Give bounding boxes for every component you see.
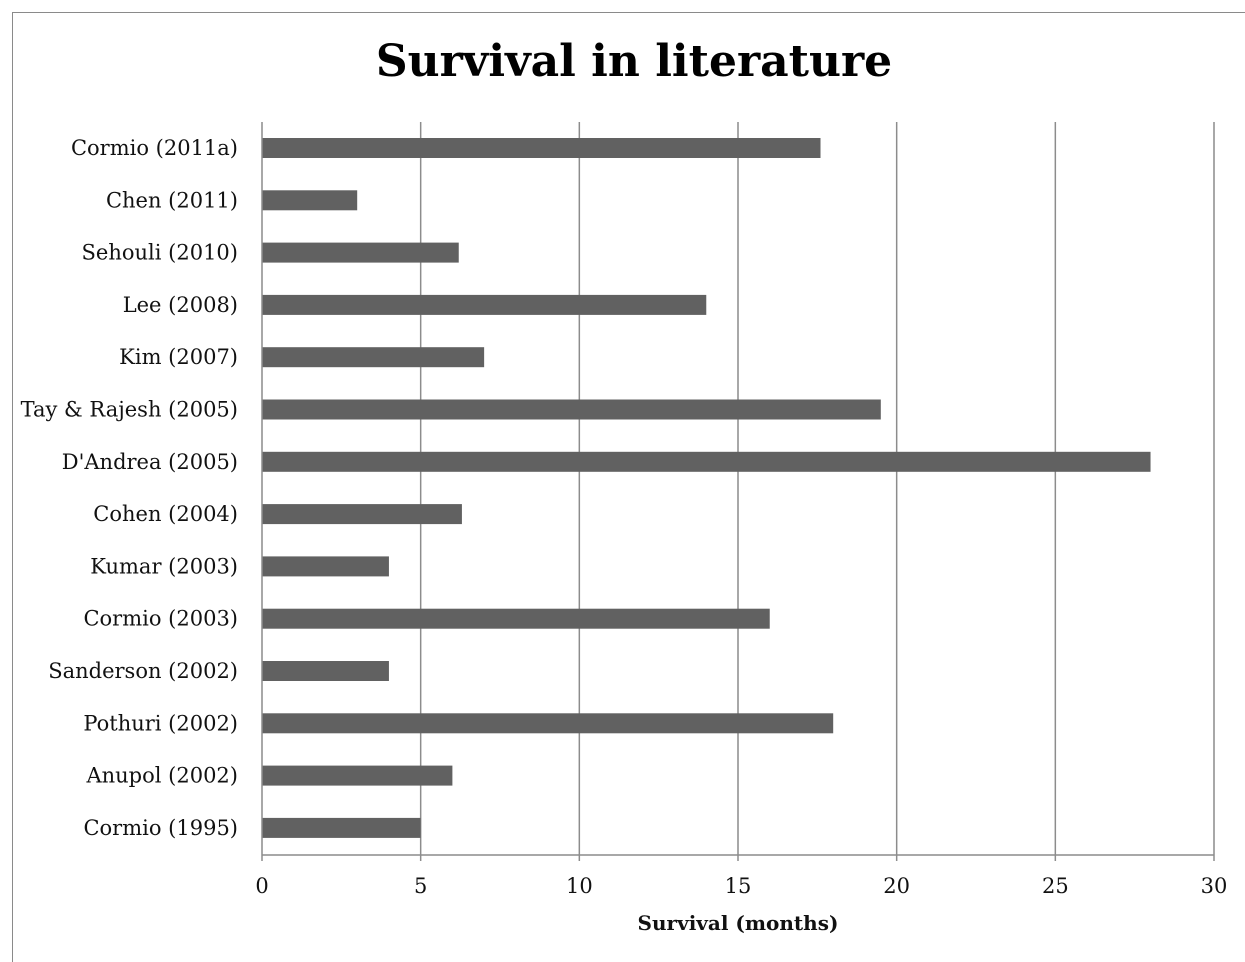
category-label: Kim (2007): [119, 345, 238, 369]
x-tick-label: 25: [1042, 874, 1069, 898]
gridlines: [419, 122, 1215, 855]
category-labels: Cormio (2011a) Chen (2011) Sehouli (2010) L…: [21, 136, 238, 840]
chart-title: Survival in literature: [376, 36, 892, 87]
category-label: Sanderson (2002): [48, 659, 238, 683]
bar: [262, 399, 881, 420]
bar: [262, 504, 462, 525]
bar: [262, 713, 834, 734]
category-label: Tay & Rajesh (2005): [21, 398, 238, 422]
bar: [262, 608, 770, 629]
x-tick-label: 5: [414, 874, 427, 898]
chart-frame: [12, 12, 1245, 962]
category-label: Cormio (1995): [83, 816, 238, 840]
bar: [262, 451, 1151, 472]
bar: [262, 765, 453, 786]
bar: [262, 294, 707, 315]
bars: [262, 138, 1151, 838]
bar: [262, 138, 821, 158]
x-tick-label: 10: [566, 874, 593, 898]
category-label: Pothuri (2002): [83, 711, 238, 735]
category-label: Chen (2011): [106, 188, 238, 212]
category-label: D'Andrea (2005): [62, 450, 238, 474]
category-label: Kumar (2003): [90, 554, 238, 578]
x-tick-labels: 0 5 10 15 20 25 30: [255, 874, 1227, 898]
bar: [262, 556, 389, 577]
x-tick-label: 0: [255, 874, 268, 898]
bar: [262, 242, 459, 263]
category-label: Cormio (2011a): [71, 136, 238, 160]
bar: [262, 661, 389, 681]
axes: [261, 122, 1215, 861]
category-label: Cohen (2004): [93, 502, 238, 526]
bar: [262, 817, 421, 838]
category-label: Lee (2008): [123, 293, 238, 317]
bar: [262, 190, 358, 211]
x-axis-title: Survival (months): [638, 911, 839, 935]
category-label: Cormio (2003): [83, 607, 238, 631]
category-label: Anupol (2002): [85, 764, 238, 788]
bar: [262, 347, 485, 368]
category-label: Sehouli (2010): [82, 241, 238, 265]
x-tick-label: 30: [1201, 874, 1228, 898]
x-tick-label: 15: [725, 874, 752, 898]
x-tick-label: 20: [883, 874, 910, 898]
